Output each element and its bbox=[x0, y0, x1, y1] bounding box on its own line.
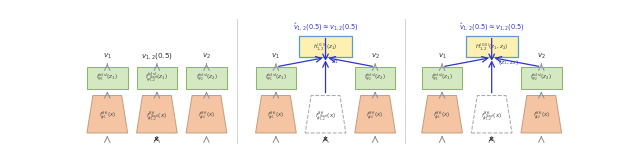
FancyBboxPatch shape bbox=[255, 67, 296, 89]
FancyBboxPatch shape bbox=[521, 67, 562, 89]
Text: $v_2$: $v_2$ bbox=[202, 52, 211, 61]
Text: $f_{\psi_{1,2}^{(\mathrm{bas})}}^{(\mathrm{cls})}(z_1)$: $f_{\psi_{1,2}^{(\mathrm{bas})}}^{(\math… bbox=[145, 71, 168, 84]
Polygon shape bbox=[422, 96, 463, 133]
Text: $\boldsymbol{x}$: $\boldsymbol{x}$ bbox=[154, 135, 161, 143]
Text: $f_{\phi_1}^{(\mathrm{ft})}(x)$: $f_{\phi_1}^{(\mathrm{ft})}(x)$ bbox=[433, 110, 451, 122]
FancyBboxPatch shape bbox=[87, 67, 127, 89]
Text: $f_{\phi_1}^{(\mathrm{ft})}(x)$: $f_{\phi_1}^{(\mathrm{ft})}(x)$ bbox=[99, 110, 116, 122]
FancyBboxPatch shape bbox=[422, 67, 463, 89]
Polygon shape bbox=[87, 96, 127, 133]
Text: $\hat{v}_{1,2}(0.5) \approx v_{1,2}(0.5)$: $\hat{v}_{1,2}(0.5) \approx v_{1,2}(0.5)… bbox=[459, 21, 525, 33]
Text: $f_{\psi_1}^{(\mathrm{cls})}(z_1)$: $f_{\psi_1}^{(\mathrm{cls})}(z_1)$ bbox=[431, 72, 453, 84]
Polygon shape bbox=[255, 96, 296, 133]
Text: $f_{\phi_2}^{(\mathrm{ft})}(x)$: $f_{\phi_2}^{(\mathrm{ft})}(x)$ bbox=[532, 110, 550, 122]
Polygon shape bbox=[136, 96, 177, 133]
FancyBboxPatch shape bbox=[466, 36, 518, 58]
Text: $v_1$: $v_1$ bbox=[271, 52, 280, 61]
FancyBboxPatch shape bbox=[300, 36, 351, 58]
FancyBboxPatch shape bbox=[136, 67, 177, 89]
Text: $f_{\psi_1}^{(\mathrm{cls})}(z_1)$: $f_{\psi_1}^{(\mathrm{cls})}(z_1)$ bbox=[96, 72, 118, 84]
Text: $\hat{v}_{1,2}(0.5) \approx v_{1,2}(0.5)$: $\hat{v}_{1,2}(0.5) \approx v_{1,2}(0.5)… bbox=[292, 21, 358, 33]
FancyBboxPatch shape bbox=[355, 67, 396, 89]
Text: $f_{\psi_2}^{(\mathrm{cls})}(z_2)$: $f_{\psi_2}^{(\mathrm{cls})}(z_2)$ bbox=[195, 72, 218, 84]
Text: $f_{\phi_{1,2}^{(\mathrm{bas})}}^{(\mathrm{ft})}(x)$: $f_{\phi_{1,2}^{(\mathrm{bas})}}^{(\math… bbox=[481, 110, 502, 123]
Text: $(z_1, z_2)$: $(z_1, z_2)$ bbox=[498, 58, 519, 67]
Text: $f_{\phi_{1,2}^{(\mathrm{bas})}}^{(\mathrm{ft})}(x)$: $f_{\phi_{1,2}^{(\mathrm{bas})}}^{(\math… bbox=[315, 110, 336, 123]
Text: $f_{\phi_1}^{(\mathrm{ft})}(x)$: $f_{\phi_1}^{(\mathrm{ft})}(x)$ bbox=[268, 110, 285, 122]
FancyBboxPatch shape bbox=[186, 67, 227, 89]
Text: $f_{\phi_2}^{(\mathrm{ft})}(x)$: $f_{\phi_2}^{(\mathrm{ft})}(x)$ bbox=[198, 110, 215, 122]
Text: $h_{1,2}^{(0.5)}(z_1)$: $h_{1,2}^{(0.5)}(z_1)$ bbox=[314, 41, 338, 52]
Text: $H_{1,2}^{(0.5)}(z_1, z_2)$: $H_{1,2}^{(0.5)}(z_1, z_2)$ bbox=[475, 41, 508, 52]
Text: $v_{1,2}(0.5)$: $v_{1,2}(0.5)$ bbox=[141, 51, 173, 61]
Polygon shape bbox=[186, 96, 227, 133]
Text: $f_{\phi_2}^{(\mathrm{ft})}(x)$: $f_{\phi_2}^{(\mathrm{ft})}(x)$ bbox=[367, 110, 384, 122]
Text: $v_2$: $v_2$ bbox=[371, 52, 380, 61]
Text: $v_1$: $v_1$ bbox=[103, 52, 112, 61]
Text: $v_1$: $v_1$ bbox=[438, 52, 447, 61]
Polygon shape bbox=[521, 96, 562, 133]
Text: $v_2$: $v_2$ bbox=[537, 52, 546, 61]
Text: $f_{\phi_{1,2}^{(\mathrm{bas})}}^{(\mathrm{ft})}(x)$: $f_{\phi_{1,2}^{(\mathrm{bas})}}^{(\math… bbox=[147, 110, 167, 123]
Text: $f_{\psi_2}^{(\mathrm{cls})}(z_2)$: $f_{\psi_2}^{(\mathrm{cls})}(z_2)$ bbox=[364, 72, 386, 84]
Polygon shape bbox=[355, 96, 396, 133]
Text: $\boldsymbol{x}$: $\boldsymbol{x}$ bbox=[488, 135, 495, 143]
Text: $\boldsymbol{x}$: $\boldsymbol{x}$ bbox=[322, 135, 329, 143]
Text: $f_{\psi_2}^{(\mathrm{cls})}(z_2)$: $f_{\psi_2}^{(\mathrm{cls})}(z_2)$ bbox=[531, 72, 552, 84]
Text: $f_{\psi_1}^{(\mathrm{cls})}(z_1)$: $f_{\psi_1}^{(\mathrm{cls})}(z_1)$ bbox=[265, 72, 287, 84]
Text: $z_1$: $z_1$ bbox=[332, 58, 339, 66]
